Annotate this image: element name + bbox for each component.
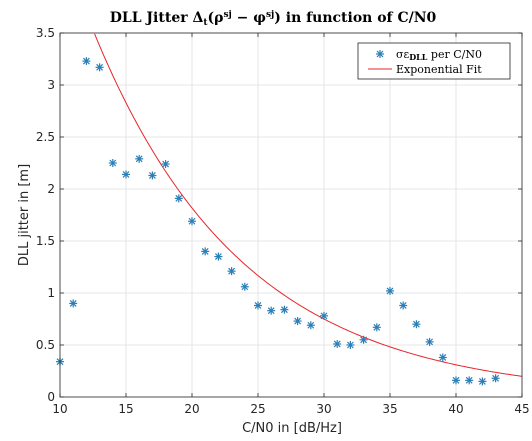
- series-sigma-dll: [56, 57, 500, 386]
- data-point: [214, 252, 223, 261]
- data-point: [359, 335, 368, 344]
- data-point: [280, 305, 289, 314]
- data-point: [465, 376, 474, 385]
- x-axis-ticks: 10 15 20 25 30 35 40 45: [52, 33, 530, 416]
- data-point: [254, 301, 262, 310]
- x-tick-label: 40: [448, 402, 463, 416]
- y-axis-label: DLL jitter in [m]: [17, 164, 32, 266]
- data-point: [201, 247, 210, 256]
- y-tick-label: 2.5: [36, 130, 55, 144]
- y-tick-label: 1.5: [36, 234, 55, 248]
- y-tick-label: 1: [47, 286, 55, 300]
- data-point: [412, 320, 421, 329]
- data-point: [69, 299, 78, 308]
- data-point: [95, 63, 104, 72]
- data-point: [333, 339, 342, 348]
- x-tick-label: 45: [514, 402, 529, 416]
- data-point: [491, 374, 500, 383]
- legend-entry-fit: Exponential Fit: [396, 63, 482, 76]
- data-point: [386, 286, 394, 295]
- x-tick-label: 10: [52, 402, 67, 416]
- y-tick-label: 2: [47, 182, 55, 196]
- y-tick-label: 3: [47, 78, 55, 92]
- data-point: [478, 377, 487, 386]
- data-point: [320, 311, 328, 320]
- plot-frame: [59, 32, 523, 398]
- data-point: [293, 317, 302, 326]
- grid: [59, 32, 523, 398]
- data-point: [267, 306, 276, 315]
- chart-title: DLL Jitter Δt(ρsj − φsj) in function of …: [110, 10, 437, 28]
- series-exponential-fit: [94, 33, 523, 377]
- data-point: [148, 171, 157, 180]
- x-axis-label: C/N0 in [dB/Hz]: [242, 421, 342, 436]
- data-point: [227, 267, 236, 276]
- data-point: [346, 341, 355, 349]
- x-tick-label: 15: [118, 402, 133, 416]
- data-point: [135, 154, 144, 163]
- legend-box: [357, 42, 511, 80]
- y-tick-label: 0: [47, 390, 55, 404]
- data-point: [240, 282, 249, 291]
- data-point: [372, 323, 381, 332]
- x-tick-label: 30: [316, 402, 331, 416]
- data-point: [399, 301, 408, 310]
- data-point: [82, 57, 91, 66]
- data-point: [188, 217, 196, 226]
- y-axis-ticks: 0 0.5 1 1.5 2 2.5 3 3.5: [36, 26, 522, 404]
- y-tick-label: 0.5: [36, 338, 55, 352]
- fit-line-path: [94, 33, 523, 377]
- legend-entry-sigma: σεDLL per C/N0: [396, 48, 482, 62]
- legend-marker-icon: [376, 50, 384, 58]
- data-point: [452, 376, 460, 385]
- y-tick-label: 3.5: [36, 26, 55, 40]
- data-point: [122, 170, 130, 179]
- x-tick-label: 20: [184, 402, 199, 416]
- data-point: [425, 337, 434, 346]
- data-point: [438, 353, 447, 362]
- data-point: [161, 160, 170, 169]
- data-point: [306, 321, 315, 330]
- data-point: [174, 194, 183, 203]
- data-point: [108, 159, 117, 167]
- x-tick-label: 35: [382, 402, 397, 416]
- x-tick-label: 25: [250, 402, 265, 416]
- legend: σεDLL per C/N0 Exponential Fit: [357, 42, 511, 80]
